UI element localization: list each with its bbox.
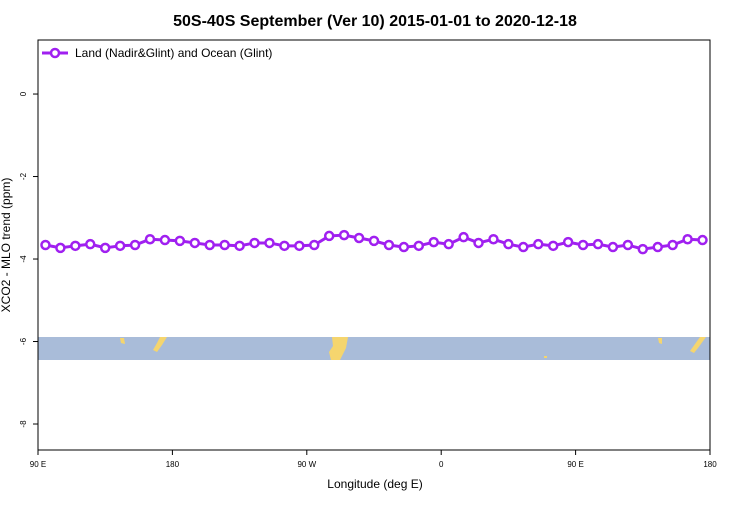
- map-strip: [38, 337, 710, 360]
- point: [70, 240, 81, 252]
- point: [607, 241, 619, 253]
- point: [533, 238, 544, 250]
- x-tick-label: 90 E: [567, 460, 583, 469]
- point: [458, 231, 469, 243]
- x-tick-label: 90 E: [30, 460, 46, 469]
- point: [219, 239, 230, 251]
- point: [264, 237, 275, 249]
- land: [153, 337, 167, 352]
- point: [697, 234, 708, 246]
- point: [159, 234, 171, 246]
- plot-frame: [37, 39, 711, 451]
- point: [85, 238, 96, 250]
- land: [120, 338, 125, 344]
- y-tick-label: 0: [19, 91, 28, 96]
- x-tick-label: 90 W: [297, 460, 316, 469]
- land: [329, 337, 348, 360]
- y-tick-label: -8: [19, 420, 28, 428]
- land: [690, 337, 706, 353]
- point: [547, 240, 559, 252]
- legend-marker: [49, 47, 61, 59]
- point: [518, 241, 529, 253]
- point: [368, 235, 380, 247]
- x-tick-label: 180: [703, 460, 717, 469]
- legend-label: Land (Nadir&Glint) and Ocean (Glint): [75, 46, 272, 60]
- point: [562, 236, 574, 248]
- x-tick-label: 0: [439, 460, 444, 469]
- point: [189, 237, 201, 249]
- point: [488, 233, 499, 245]
- point: [323, 230, 335, 242]
- point: [353, 232, 365, 244]
- point: [443, 238, 454, 250]
- land: [658, 338, 662, 344]
- point: [129, 239, 141, 251]
- point: [637, 243, 649, 255]
- point: [473, 237, 484, 249]
- point: [55, 242, 66, 254]
- point: [174, 235, 186, 247]
- point: [40, 239, 51, 251]
- point: [413, 240, 425, 252]
- point: [398, 241, 410, 253]
- chart-title: 50S-40S September (Ver 10) 2015-01-01 to…: [173, 13, 577, 30]
- point: [383, 239, 395, 251]
- y-tick-label: -2: [19, 172, 28, 180]
- x-tick-label: 180: [166, 460, 180, 469]
- point: [309, 239, 320, 251]
- point: [144, 233, 156, 245]
- point: [667, 239, 678, 251]
- point: [234, 240, 245, 252]
- point: [204, 239, 215, 251]
- y-axis-label: XCO2 - MLO trend (ppm): [0, 178, 13, 313]
- y-tick-label: -6: [19, 337, 28, 345]
- point: [592, 238, 604, 250]
- point: [622, 239, 634, 251]
- point: [428, 236, 439, 248]
- point: [682, 233, 693, 245]
- x-axis-label: Longitude (deg E): [327, 477, 422, 491]
- point: [99, 242, 111, 254]
- y-tick-label: -4: [19, 255, 28, 263]
- point: [294, 240, 305, 252]
- point: [279, 240, 290, 252]
- point: [249, 237, 260, 249]
- point: [577, 239, 589, 251]
- point: [338, 229, 350, 241]
- point: [652, 241, 663, 253]
- land: [544, 356, 547, 358]
- ocean: [38, 337, 710, 360]
- point: [503, 238, 514, 250]
- point: [114, 240, 126, 252]
